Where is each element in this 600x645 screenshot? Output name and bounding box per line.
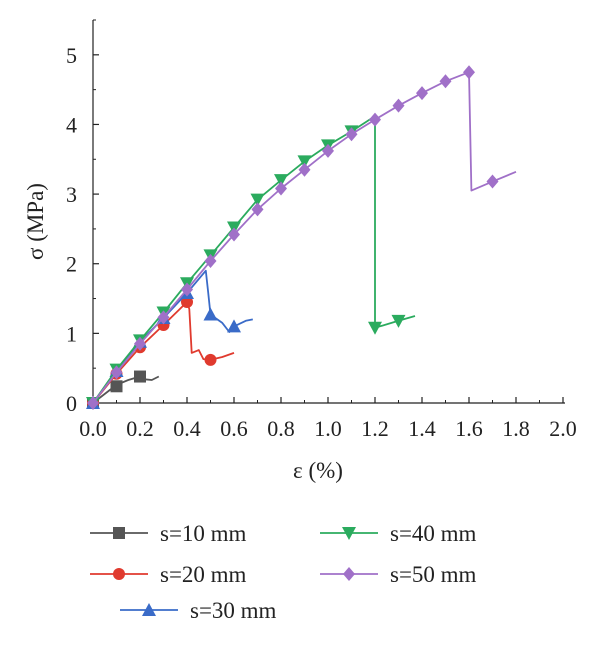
legend-entry: s=40 mm — [320, 521, 477, 546]
x-tick-label: 0.6 — [220, 416, 248, 441]
axes: 0.0 0.2 0.4 0.6 0.8 1.0 1.2 1.4 1.6 1.8 2.0 0 1 2 3 4 5 ε… — [23, 19, 577, 483]
legend-label: s=40 mm — [390, 521, 477, 546]
y-tick-label: 0 — [66, 391, 77, 416]
data-point — [368, 321, 382, 335]
legend-label: s=20 mm — [160, 562, 247, 587]
data-point — [369, 112, 381, 127]
series-3 — [86, 115, 416, 410]
data-point — [345, 127, 358, 142]
series-line — [92, 115, 416, 404]
x-axis-title: ε (%) — [293, 458, 343, 483]
data-point — [298, 162, 311, 177]
data-point — [110, 365, 123, 380]
y-tick-label: 3 — [66, 182, 77, 207]
data-point — [181, 296, 193, 309]
legend-entry: s=30 mm — [120, 598, 277, 623]
data-point — [134, 370, 146, 383]
data-point — [439, 74, 452, 89]
x-tick-label: 1.4 — [408, 416, 436, 441]
series-4 — [87, 65, 517, 410]
data-point — [204, 253, 217, 268]
legend-label: s=30 mm — [190, 598, 277, 623]
data-point — [203, 307, 218, 321]
data-point — [275, 181, 287, 196]
data-point — [87, 396, 99, 410]
data-point — [227, 319, 241, 333]
legend-label: s=10 mm — [160, 521, 247, 546]
data-point — [228, 227, 240, 242]
x-tick-label: 1.2 — [361, 416, 389, 441]
data-point — [322, 143, 334, 158]
data-point — [134, 336, 146, 351]
data-point — [463, 65, 475, 80]
legend-marker — [342, 527, 356, 540]
data-point — [486, 174, 499, 189]
data-point — [392, 98, 405, 113]
data-point — [416, 86, 428, 101]
x-tick-label: 0.0 — [79, 416, 107, 441]
y-tick-label: 5 — [66, 43, 77, 68]
series-line — [92, 71, 517, 404]
x-tick-label: 2.0 — [549, 416, 577, 441]
y-tick-label: 1 — [66, 321, 77, 346]
data-point — [250, 193, 265, 207]
data-point — [157, 310, 170, 325]
legend-marker — [113, 527, 125, 539]
x-tick-label: 0.2 — [126, 416, 154, 441]
y-tick-label: 4 — [66, 112, 77, 137]
plot-series — [86, 65, 517, 410]
legend-entry: s=20 mm — [90, 562, 247, 587]
y-axis-title: σ (MPa) — [23, 183, 48, 260]
legend: s=10 mm s=20 mm s=30 mm s=40 mm s=50 mm — [90, 521, 477, 623]
legend-entry: s=50 mm — [320, 562, 477, 587]
data-point — [181, 282, 193, 297]
x-tick-label: 0.4 — [173, 416, 201, 441]
data-point — [391, 314, 406, 328]
x-tick-label: 1.8 — [502, 416, 530, 441]
legend-marker — [142, 603, 156, 616]
legend-entry: s=10 mm — [90, 521, 247, 546]
data-point — [251, 202, 264, 217]
legend-marker — [113, 568, 125, 580]
data-point — [204, 353, 217, 366]
legend-label: s=50 mm — [390, 562, 477, 587]
data-point — [274, 174, 288, 188]
x-tick-label: 0.8 — [267, 416, 295, 441]
x-tick-label: 1.0 — [314, 416, 342, 441]
y-tick-label: 2 — [66, 252, 77, 277]
legend-marker — [343, 567, 355, 581]
x-tick-label: 1.6 — [455, 416, 483, 441]
data-point — [110, 380, 123, 393]
data-point — [297, 155, 312, 169]
